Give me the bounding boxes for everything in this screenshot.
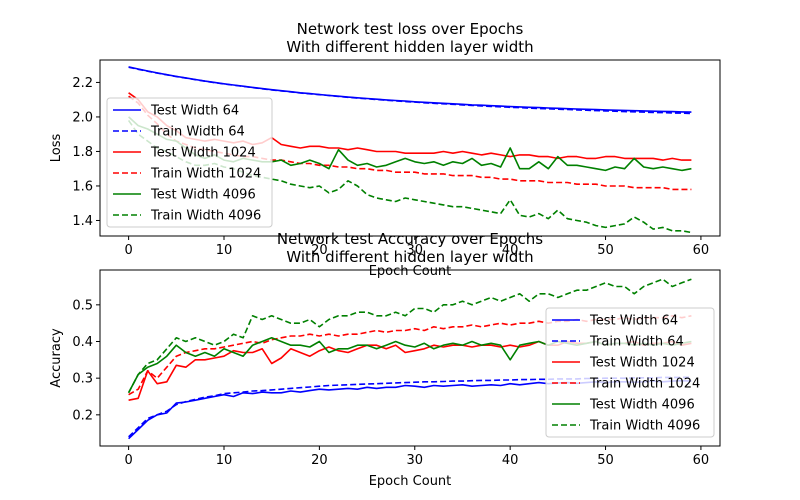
loss-y-tick-label: 2.2 — [72, 76, 93, 91]
loss-axes-frame — [99, 59, 721, 237]
accuracy-chart-title-line-2: With different hidden layer width — [286, 248, 533, 266]
accuracy-series-line-5 — [127, 278, 692, 394]
loss-x-axis-label: Epoch Count — [369, 264, 452, 279]
accuracy-legend-label-3: Train Width 1024 — [589, 377, 700, 392]
loss-x-tick-label: 60 — [693, 243, 710, 258]
accuracy-axes-frame — [99, 269, 721, 447]
loss-legend-label-4: Test Width 4096 — [150, 188, 256, 203]
loss-legend-label-1: Train Width 64 — [150, 125, 245, 140]
accuracy-legend-label-5: Train Width 4096 — [589, 419, 700, 434]
accuracy-chart-title-line-1: Network test Accuracy over Epochs — [277, 230, 543, 248]
accuracy-legend-frame — [545, 307, 715, 438]
accuracy-y-ticks: 0.2 0.3 0.4 0.5 — [72, 298, 100, 423]
accuracy-series-line-3 — [128, 314, 692, 396]
loss-x-tick-label: 50 — [597, 243, 614, 258]
loss-chart: Network test loss over Epochs With diffe… — [49, 20, 721, 279]
accuracy-x-axis-label: Epoch Count — [369, 474, 452, 489]
accuracy-y-tick-label: 0.5 — [72, 298, 93, 313]
accuracy-legend: Test Width 64 Train Width 64 Test Width 10… — [545, 307, 715, 438]
loss-x-tick-label: 20 — [311, 243, 328, 258]
loss-legend-label-2: Test Width 1024 — [150, 146, 256, 161]
loss-y-axis-label: Loss — [49, 134, 64, 163]
accuracy-x-tick-label: 50 — [597, 453, 614, 468]
loss-chart-title-line-2: With different hidden layer width — [286, 38, 533, 56]
loss-series-line-1 — [128, 66, 692, 115]
accuracy-chart: Network test Accuracy over Epochs With d… — [49, 230, 721, 489]
loss-y-tick-label: 1.8 — [72, 145, 93, 160]
loss-legend-label-0: Test Width 64 — [150, 104, 239, 119]
accuracy-legend-label-0: Test Width 64 — [589, 314, 678, 329]
loss-y-tick-label: 2.0 — [72, 110, 93, 125]
accuracy-x-ticks: 0 10 20 30 40 50 60 — [124, 446, 709, 468]
loss-y-tick-label: 1.6 — [72, 179, 93, 194]
accuracy-legend-label-2: Test Width 1024 — [589, 356, 695, 371]
loss-chart-title-line-1: Network test loss over Epochs — [297, 20, 524, 38]
accuracy-y-tick-label: 0.2 — [72, 408, 93, 423]
accuracy-legend-label-4: Test Width 4096 — [589, 398, 695, 413]
loss-x-tick-label: 30 — [406, 243, 423, 258]
accuracy-x-tick-label: 0 — [124, 453, 132, 468]
loss-x-tick-label: 40 — [502, 243, 519, 258]
loss-y-tick-label: 1.4 — [72, 214, 93, 229]
loss-x-tick-label: 10 — [216, 243, 233, 258]
loss-y-ticks: 1.4 1.6 1.8 2.0 2.2 — [72, 76, 100, 229]
loss-legend: Test Width 64 Train Width 64 Test Width 10… — [106, 97, 273, 228]
accuracy-x-tick-label: 60 — [693, 453, 710, 468]
accuracy-x-tick-label: 30 — [406, 453, 423, 468]
accuracy-x-tick-label: 10 — [216, 453, 233, 468]
loss-legend-label-5: Train Width 4096 — [150, 209, 261, 224]
accuracy-x-tick-label: 20 — [311, 453, 328, 468]
loss-x-ticks: 0 10 20 30 40 50 60 — [124, 236, 709, 258]
loss-x-tick-label: 0 — [124, 243, 132, 258]
accuracy-x-tick-label: 40 — [502, 453, 519, 468]
loss-legend-frame — [106, 97, 273, 228]
accuracy-y-tick-label: 0.3 — [72, 372, 93, 387]
accuracy-y-axis-label: Accuracy — [49, 328, 64, 388]
accuracy-y-tick-label: 0.4 — [72, 335, 93, 350]
loss-legend-label-3: Train Width 1024 — [150, 167, 261, 182]
accuracy-legend-label-1: Train Width 64 — [589, 335, 684, 350]
